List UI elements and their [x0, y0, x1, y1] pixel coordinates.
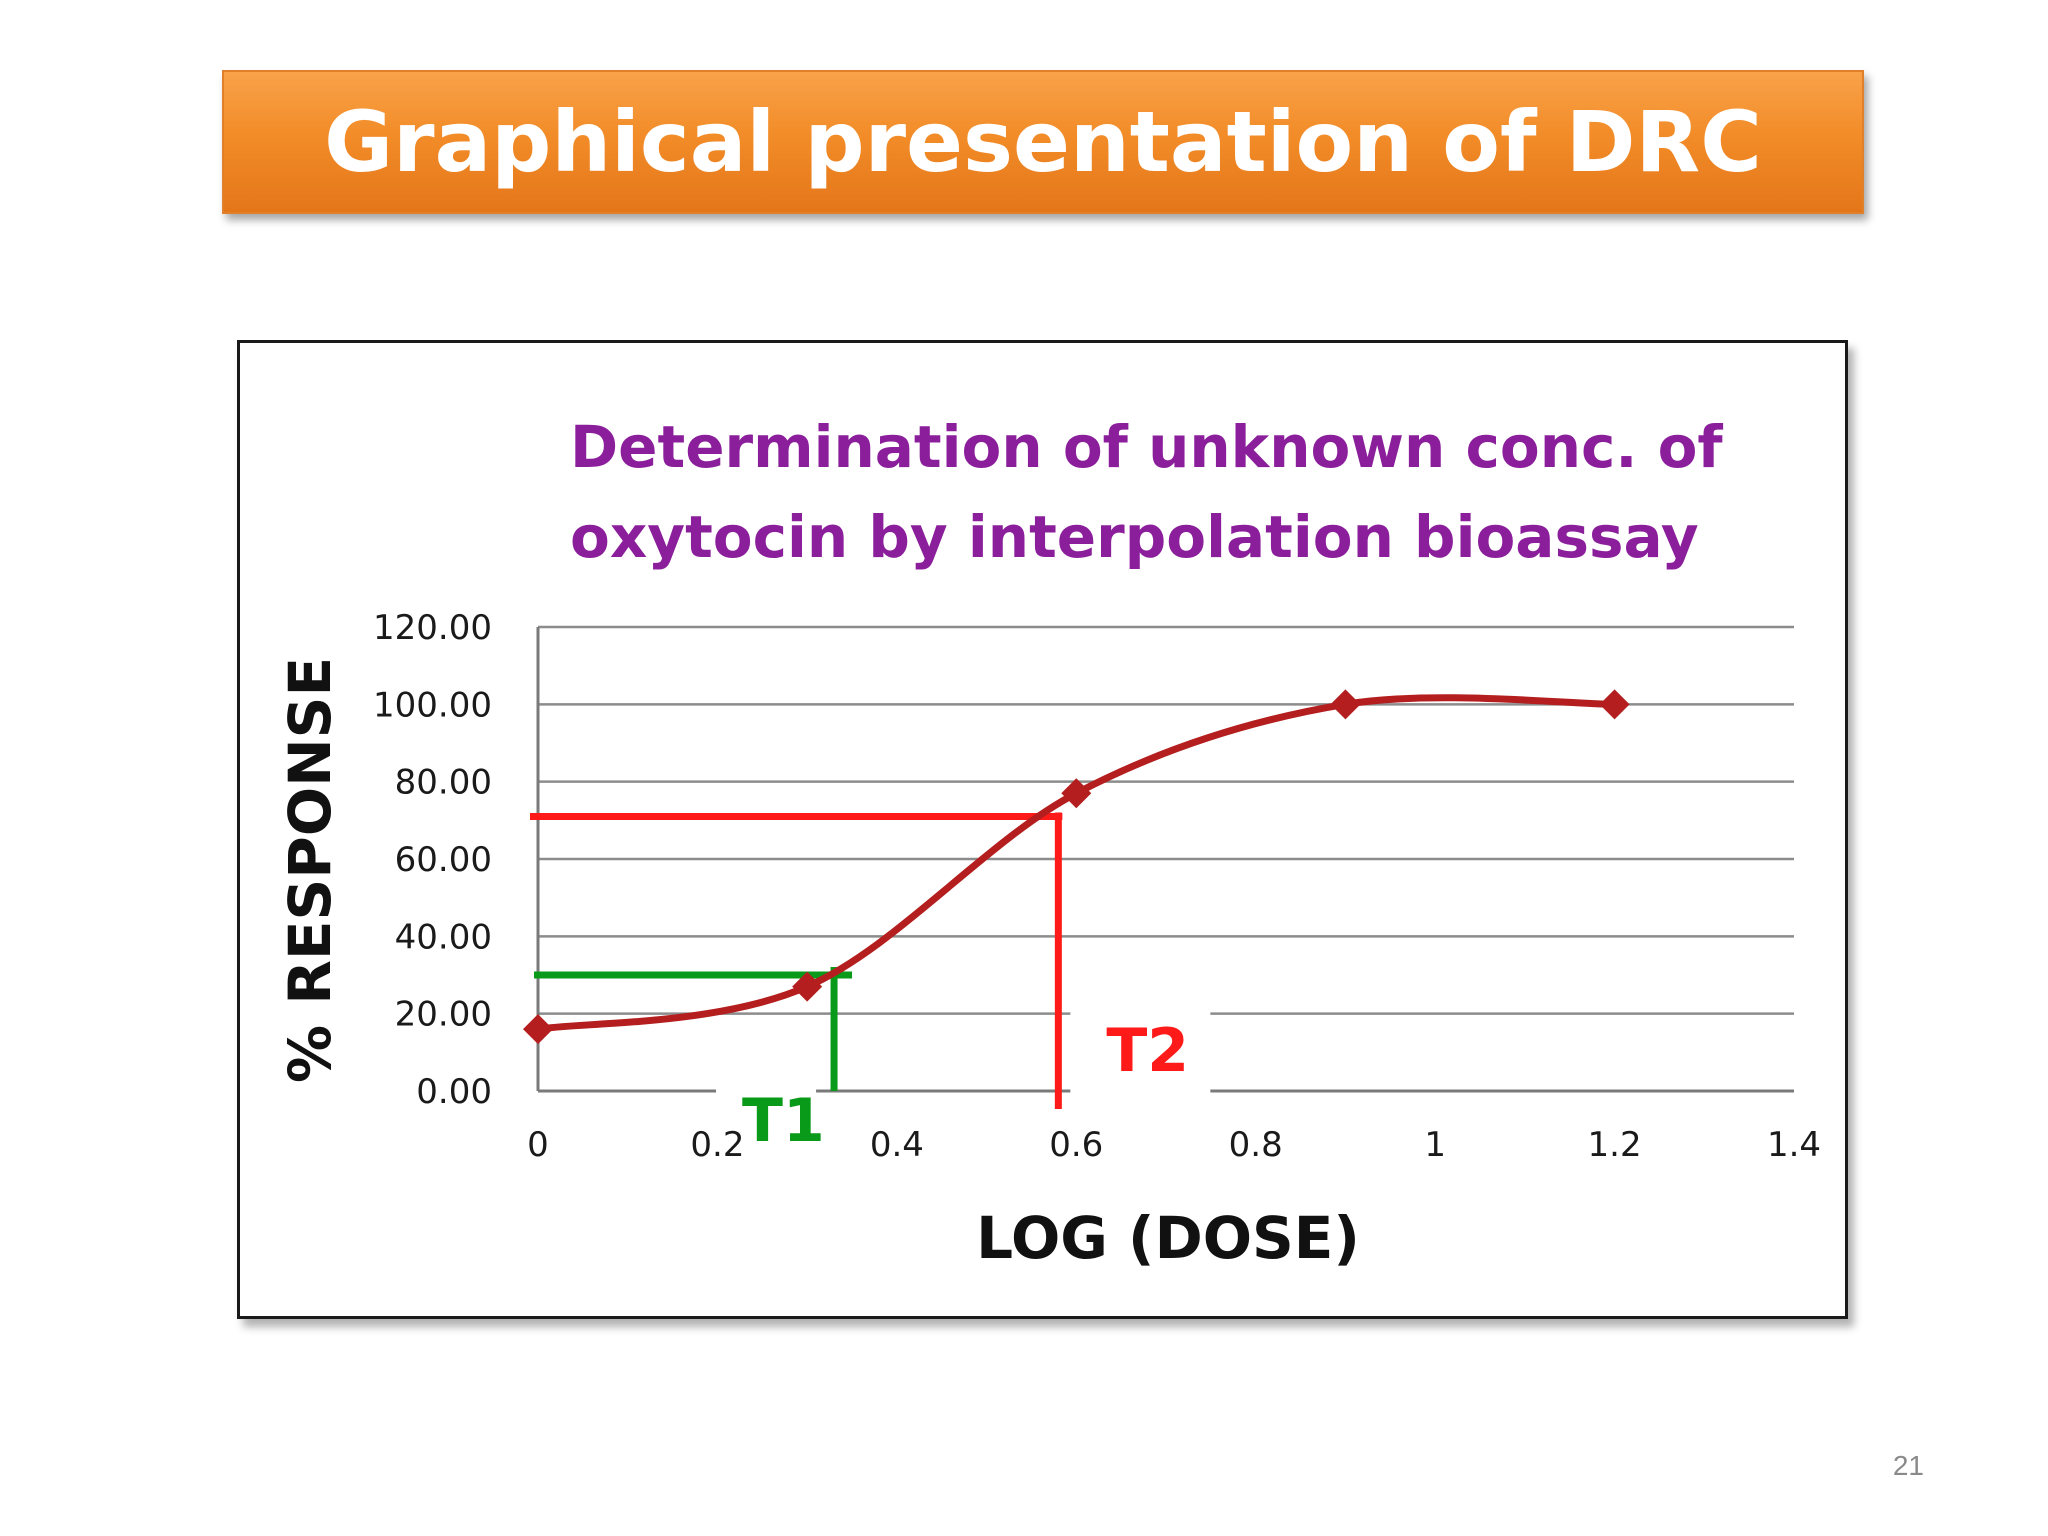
t1-label-backdrop	[716, 1083, 817, 1103]
slide-title-bar: Graphical presentation of DRC	[222, 70, 1864, 214]
y-axis-label: % RESPONSE	[276, 657, 344, 1083]
grid-lines	[538, 625, 1794, 1015]
x-tick-label-0: 0	[527, 1125, 549, 1165]
y-tick-label-3: 60.00	[395, 840, 492, 880]
response-curve	[534, 694, 1619, 1033]
data-point-1	[792, 971, 823, 1002]
x-tick-label-7: 1.4	[1767, 1125, 1821, 1165]
x-tick-label-5: 1	[1424, 1125, 1446, 1165]
x-axis-label: LOG (DOSE)	[976, 1204, 1360, 1272]
chart-title-line-1: Determination of unknown conc. of	[570, 413, 1723, 481]
t2-label-backdrop	[1070, 1007, 1211, 1103]
x-tick-labels: 0 0.2 0.4 0.6 0.8 1 1.2 1.4	[527, 1125, 1821, 1165]
x-tick-label-4: 0.8	[1229, 1125, 1283, 1165]
page-number: 21	[1892, 1450, 1924, 1481]
dose-response-chart: Determination of unknown conc. of oxytoc…	[276, 413, 1821, 1272]
y-tick-label-4: 80.00	[395, 763, 492, 803]
x-tick-label-3: 0.6	[1049, 1125, 1103, 1165]
y-tick-label-0: 0.00	[416, 1072, 492, 1112]
y-tick-labels: 0.00 20.00 40.00 60.00 80.00 100.00 120.00	[373, 608, 492, 1112]
y-tick-label-5: 100.00	[373, 685, 492, 725]
slide-title: Graphical presentation of DRC	[324, 93, 1762, 191]
chart-title-line-2: oxytocin by interpolation bioassay	[570, 503, 1699, 571]
x-tick-label-2: 0.4	[870, 1125, 924, 1165]
t2-label: T2	[1106, 1016, 1189, 1086]
t1-label: T1	[742, 1086, 825, 1156]
data-point-2	[1061, 778, 1092, 809]
y-tick-label-1: 20.00	[395, 995, 492, 1035]
series	[523, 689, 1630, 1045]
chart-frame: Determination of unknown conc. of oxytoc…	[237, 340, 1848, 1319]
data-point-0	[523, 1014, 553, 1045]
x-tick-label-1: 0.2	[690, 1125, 744, 1165]
interpolation-lines: T1 T2	[530, 812, 1211, 1156]
x-tick-label-6: 1.2	[1588, 1125, 1642, 1165]
data-point-4	[1599, 689, 1630, 720]
y-tick-label-2: 40.00	[395, 917, 492, 957]
y-tick-label-6: 120.00	[373, 608, 492, 648]
data-point-3	[1330, 689, 1361, 720]
